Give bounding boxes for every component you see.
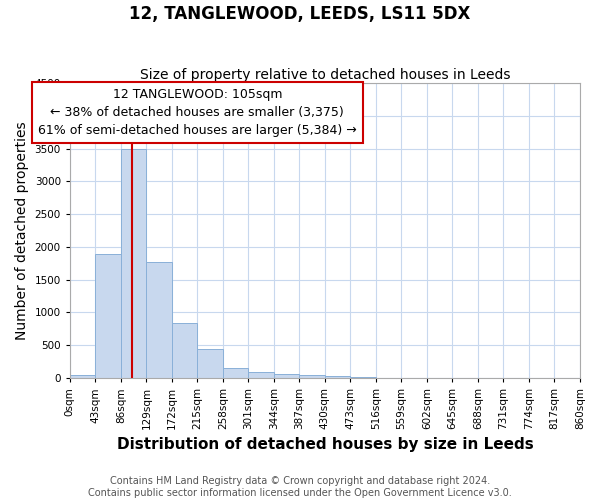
Y-axis label: Number of detached properties: Number of detached properties — [15, 122, 29, 340]
Bar — [248, 372, 274, 378]
Text: 12 TANGLEWOOD: 105sqm
← 38% of detached houses are smaller (3,375)
61% of semi-d: 12 TANGLEWOOD: 105sqm ← 38% of detached … — [38, 88, 357, 137]
Text: Contains HM Land Registry data © Crown copyright and database right 2024.
Contai: Contains HM Land Registry data © Crown c… — [88, 476, 512, 498]
Bar — [325, 376, 350, 378]
Bar — [197, 348, 223, 378]
Bar — [274, 374, 299, 378]
Bar — [146, 262, 172, 378]
Bar — [70, 374, 95, 378]
Bar — [121, 148, 146, 378]
Bar — [172, 323, 197, 378]
X-axis label: Distribution of detached houses by size in Leeds: Distribution of detached houses by size … — [116, 438, 533, 452]
Bar — [95, 254, 121, 378]
Text: 12, TANGLEWOOD, LEEDS, LS11 5DX: 12, TANGLEWOOD, LEEDS, LS11 5DX — [130, 5, 470, 23]
Title: Size of property relative to detached houses in Leeds: Size of property relative to detached ho… — [140, 68, 510, 82]
Bar — [223, 368, 248, 378]
Bar — [299, 375, 325, 378]
